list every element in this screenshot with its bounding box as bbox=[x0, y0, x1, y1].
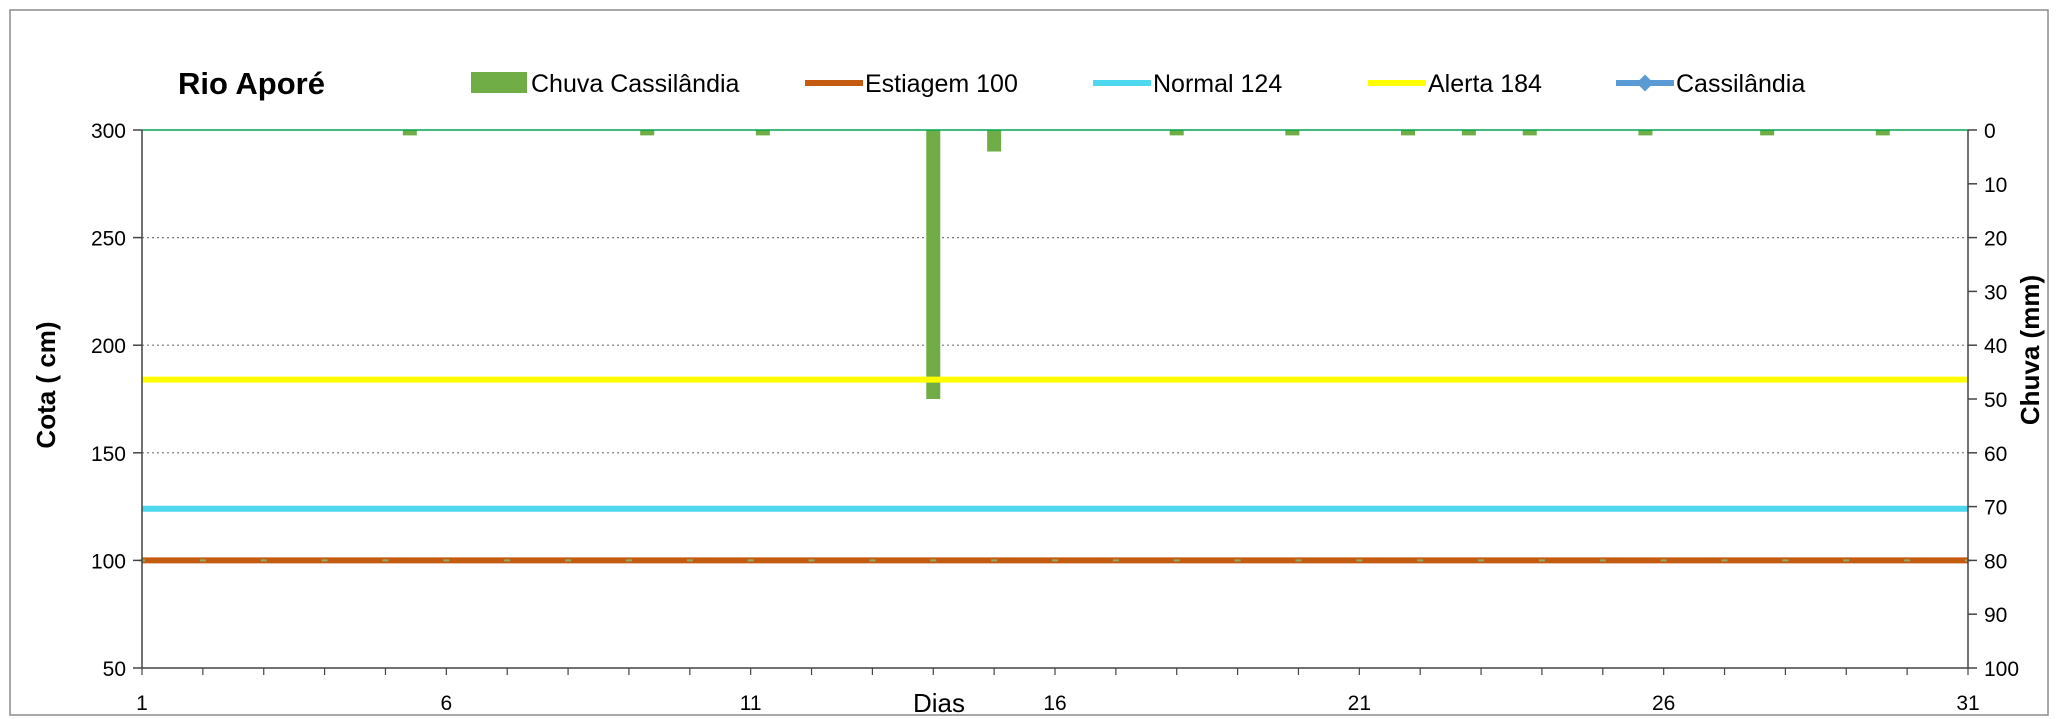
y-right-tick-label: 20 bbox=[1984, 228, 2007, 251]
legend: Chuva Cassilândia Estiagem 100 Normal 124 A… bbox=[471, 70, 1805, 98]
legend-label: Chuva Cassilândia bbox=[531, 70, 740, 98]
y-right-tick-label: 100 bbox=[1984, 658, 2019, 681]
y-axis-right-title: Chuva (mm) bbox=[2015, 275, 2045, 425]
x-tick-label: 1 bbox=[136, 692, 148, 715]
y-left-tick-label: 250 bbox=[91, 228, 126, 251]
x-tick-label: 26 bbox=[1652, 692, 1675, 715]
legend-label: Cassilândia bbox=[1676, 70, 1805, 98]
legend-swatch-bar bbox=[471, 72, 527, 93]
x-tick-label: 6 bbox=[440, 692, 452, 715]
y-right-tick-label: 80 bbox=[1984, 550, 2007, 573]
y-right-tick-label: 60 bbox=[1984, 443, 2007, 466]
y-right-tick-label: 50 bbox=[1984, 389, 2007, 412]
y-right-tick-label: 30 bbox=[1984, 281, 2007, 304]
x-axis-title: Dias bbox=[913, 688, 965, 718]
legend-label: Alerta 184 bbox=[1428, 70, 1542, 98]
legend-label: Normal 124 bbox=[1153, 70, 1282, 98]
reference-lines bbox=[139, 376, 1971, 564]
rain-bar bbox=[1875, 130, 1890, 136]
y-right-tick-label: 70 bbox=[1984, 497, 2007, 520]
x-tick-label: 11 bbox=[740, 692, 762, 715]
rain-bar bbox=[640, 130, 655, 136]
y-left-tick-label: 100 bbox=[91, 550, 126, 573]
y-left-tick-label: 50 bbox=[103, 658, 126, 681]
legend-label: Estiagem 100 bbox=[865, 70, 1018, 98]
chart-border bbox=[9, 9, 2049, 716]
y-left-tick-label: 300 bbox=[91, 120, 126, 143]
rain-bar bbox=[1461, 130, 1476, 136]
x-tick-label: 31 bbox=[1956, 692, 1979, 715]
rain-bar bbox=[926, 130, 941, 399]
y-right-tick-label: 10 bbox=[1984, 174, 2007, 197]
rain-bar bbox=[1285, 130, 1300, 136]
tick-labels: 50 100 150 200 250 300 0 10 20 30 40 50 60 70 80 90 100 1… bbox=[91, 120, 2019, 715]
y-left-tick-label: 200 bbox=[91, 335, 126, 358]
y-left-tick-label: 150 bbox=[91, 443, 126, 466]
rain-bar bbox=[1401, 130, 1416, 136]
chart-title: Rio Aporé bbox=[178, 66, 325, 101]
rain-bar bbox=[987, 130, 1002, 152]
rain-bar bbox=[755, 130, 770, 136]
rain-bar bbox=[1522, 130, 1537, 136]
rain-bar bbox=[402, 130, 417, 136]
y-axis-left-title: Cota ( cm) bbox=[31, 321, 61, 448]
rain-bar bbox=[1169, 130, 1184, 136]
rain-bar bbox=[1638, 130, 1653, 136]
rain-bars bbox=[402, 130, 1890, 399]
x-tick-label: 21 bbox=[1348, 692, 1371, 715]
y-right-tick-label: 40 bbox=[1984, 335, 2007, 358]
x-tick-label: 16 bbox=[1043, 692, 1066, 715]
y-right-tick-label: 90 bbox=[1984, 604, 2007, 627]
y-right-tick-label: 0 bbox=[1984, 120, 1996, 143]
rain-bar bbox=[1760, 130, 1775, 136]
